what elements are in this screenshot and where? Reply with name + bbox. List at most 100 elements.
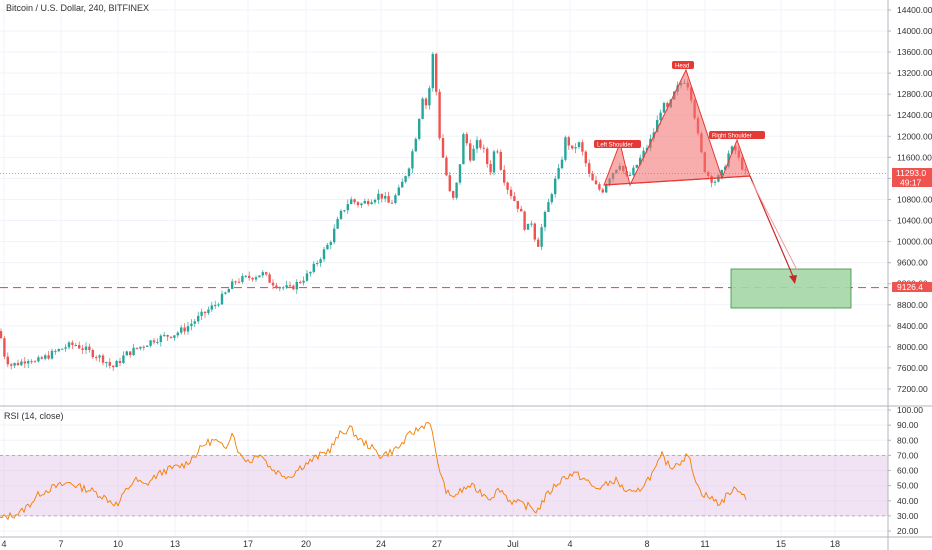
left-shoulder-label: Left Shoulder — [597, 143, 633, 149]
candle-body — [258, 275, 261, 278]
candle-body — [81, 348, 84, 350]
candle-body — [207, 309, 210, 314]
candle-body — [309, 271, 312, 274]
candle-body — [360, 203, 363, 206]
candle-body — [251, 277, 254, 280]
candle-body — [516, 200, 519, 209]
price-tick-label: 12000.00 — [897, 131, 932, 141]
candle-body — [377, 193, 380, 200]
rsi-tick-label: 80.00 — [897, 435, 919, 445]
time-tick-label: 7 — [58, 539, 63, 549]
candle-body — [132, 347, 135, 356]
candle-body — [316, 263, 319, 265]
candle-body — [71, 342, 74, 345]
candle-body — [421, 98, 424, 119]
candle-body — [163, 334, 166, 336]
candle-body — [329, 242, 332, 245]
candle-body — [659, 112, 662, 121]
rsi-line — [0, 422, 747, 521]
candle-body — [639, 157, 642, 165]
price-tick-label: 8000.00 — [897, 342, 928, 352]
candle-body — [220, 293, 224, 305]
candle-body — [418, 118, 421, 139]
projection-guide — [751, 181, 798, 271]
candle-body — [564, 137, 567, 160]
time-tick-label: 4 — [567, 539, 572, 549]
candle-body — [319, 259, 322, 264]
pattern-shape — [603, 68, 751, 187]
candle-body — [560, 159, 564, 169]
candle-body — [455, 182, 458, 198]
candle-body — [635, 164, 638, 168]
candle-body — [540, 227, 543, 247]
candle-body — [581, 142, 584, 152]
candle-body — [509, 189, 513, 197]
last-price-tag: 11293.0 — [892, 168, 932, 178]
candle-body — [506, 182, 509, 190]
time-tick-label: 20 — [301, 539, 311, 549]
candle-body — [20, 361, 23, 366]
candle-body — [448, 175, 451, 192]
candle-body — [67, 342, 71, 348]
candle-body — [666, 102, 669, 108]
candle-body — [486, 148, 489, 164]
candle-body — [200, 311, 203, 316]
candle-body — [390, 202, 394, 204]
candle-body — [380, 193, 383, 199]
candle-body — [394, 195, 397, 203]
time-tick-label: 17 — [243, 539, 253, 549]
rsi-band — [0, 454, 888, 517]
candle-body — [567, 137, 570, 146]
time-tick-label: 8 — [644, 539, 649, 549]
candle-body — [353, 199, 356, 203]
candle-body — [302, 280, 305, 283]
candle-body — [428, 88, 431, 106]
candle-body — [214, 304, 217, 306]
candle-body — [475, 140, 479, 149]
candle-body — [91, 350, 94, 358]
candle-body — [275, 285, 278, 288]
candle-body — [656, 120, 659, 133]
candle-body — [217, 304, 220, 306]
candle-body — [713, 181, 717, 183]
candle-body — [452, 191, 455, 198]
candle-body — [605, 184, 608, 193]
candle-body — [23, 361, 26, 364]
candle-body — [234, 281, 237, 283]
overlays — [0, 173, 888, 309]
candle-body — [13, 362, 16, 366]
candle-body — [441, 138, 445, 158]
candle-body — [166, 334, 169, 337]
candle-body — [142, 346, 145, 348]
candle-body — [350, 199, 353, 205]
candle-body — [438, 91, 441, 139]
candle-body — [401, 181, 404, 188]
candle-body — [465, 134, 468, 144]
candle-body — [554, 178, 557, 195]
candle-body — [404, 176, 407, 182]
candle-body — [118, 360, 122, 363]
candle-body — [64, 347, 67, 349]
candle-body — [584, 151, 587, 164]
candle-body — [533, 223, 536, 240]
candle-body — [44, 355, 47, 359]
candle-body — [720, 169, 723, 176]
rsi-tick-label: 70.00 — [897, 450, 919, 460]
candle-body — [57, 349, 60, 352]
price-tick-label: 7200.00 — [897, 384, 928, 394]
candle-body — [108, 362, 111, 366]
candle-body — [241, 276, 244, 282]
candle-body — [594, 180, 598, 185]
candle-body — [601, 189, 604, 193]
candle-body — [190, 323, 193, 327]
annotation-right-shoulder: Right Shoulder — [709, 131, 765, 140]
candle-body — [384, 196, 387, 199]
neckline — [603, 175, 751, 186]
candle-body — [543, 211, 547, 228]
candle-body — [469, 143, 472, 161]
candle-body — [326, 244, 329, 250]
candle-body — [33, 361, 37, 363]
candle-body — [537, 239, 540, 247]
